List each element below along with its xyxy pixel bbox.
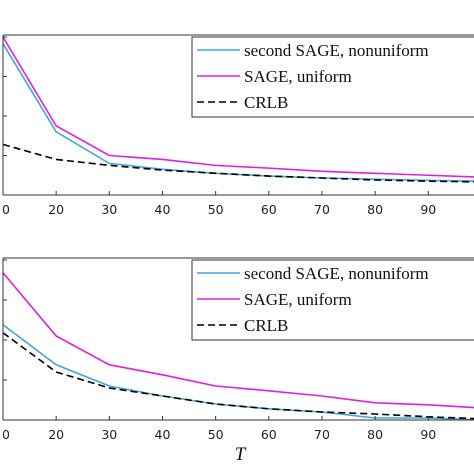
series-line — [3, 36, 474, 178]
legend-label: SAGE, uniform — [244, 67, 352, 86]
x-tick-label: 40 — [155, 427, 171, 442]
x-tick-label: 50 — [208, 202, 224, 217]
x-tick-label: 0 — [2, 427, 10, 442]
legend-label: SAGE, uniform — [244, 290, 352, 309]
x-axis-label: T — [235, 444, 247, 465]
x-tick-label: 40 — [155, 202, 171, 217]
legend-label: CRLB — [244, 316, 288, 335]
x-tick-label: 20 — [48, 427, 64, 442]
plot-area — [3, 272, 474, 420]
x-tick-label: 90 — [420, 202, 436, 217]
x-tick-label: 50 — [208, 427, 224, 442]
x-tick-label: 80 — [367, 427, 383, 442]
x-tick-label: 60 — [261, 202, 277, 217]
x-tick-label: 30 — [101, 427, 117, 442]
x-tick-label: 60 — [261, 427, 277, 442]
x-tick-label: 90 — [420, 427, 436, 442]
legend-label: CRLB — [244, 93, 288, 112]
x-tick-label: 70 — [314, 202, 330, 217]
legend-label: second SAGE, nonuniform — [244, 41, 429, 60]
x-tick-label: 20 — [48, 202, 64, 217]
x-tick-label: 70 — [314, 427, 330, 442]
plot-area — [3, 36, 474, 183]
x-tick-label: 30 — [101, 202, 117, 217]
series-line — [3, 143, 474, 183]
x-tick-label: 80 — [367, 202, 383, 217]
series-line — [3, 332, 474, 420]
series-line — [3, 272, 474, 409]
legend-label: second SAGE, nonuniform — [244, 264, 429, 283]
x-tick-label: 0 — [2, 202, 10, 217]
